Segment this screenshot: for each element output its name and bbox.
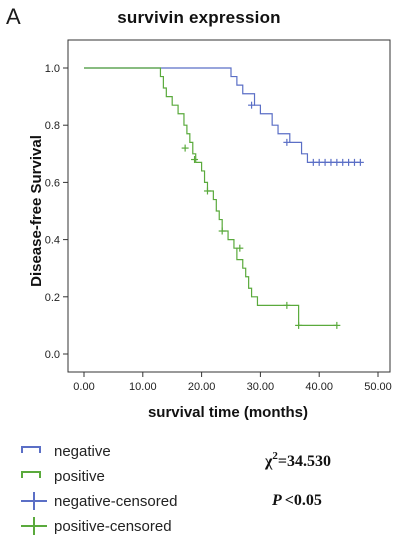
legend-item-negative-censored: negative-censored xyxy=(21,492,177,510)
legend-item-positive-censored: positive-censored xyxy=(21,517,172,535)
y-tick-label: 0.8 xyxy=(45,120,60,132)
negative-censor-mark xyxy=(356,158,364,166)
p-value-stat: P <0.05 xyxy=(271,492,322,509)
x-tick-label: 50.00 xyxy=(364,381,392,393)
y-axis-title: Disease-free Survival xyxy=(28,135,45,287)
positive-censor-mark xyxy=(283,301,291,309)
x-tick-label: 10.00 xyxy=(129,381,157,393)
legend: negative positive negative-censored positiv… xyxy=(21,443,177,535)
plot-frame xyxy=(67,39,391,373)
legend-label: negative-censored xyxy=(54,493,177,510)
positive-censor-mark xyxy=(181,144,189,152)
negative-censor-mark xyxy=(345,158,353,166)
negative-survival-line xyxy=(84,67,361,163)
negative-censor-mark xyxy=(321,158,329,166)
legend-swatch-step xyxy=(21,471,41,478)
x-tick-label: 20.00 xyxy=(188,381,216,393)
series-layer xyxy=(84,67,364,329)
legend-label: positive-censored xyxy=(54,518,172,535)
chi-symbol: χ xyxy=(264,453,273,470)
positive-survival-line xyxy=(84,67,337,326)
negative-censor-mark xyxy=(339,158,347,166)
chart-title: survivin expression xyxy=(117,8,281,27)
legend-swatch-step xyxy=(21,446,41,453)
positive-censor-mark xyxy=(218,227,226,235)
positive-censor-mark xyxy=(333,321,341,329)
x-tick-label: 30.00 xyxy=(247,381,275,393)
p-symbol: P xyxy=(271,492,282,509)
p-value: <0.05 xyxy=(285,492,322,509)
negative-censor-mark xyxy=(309,158,317,166)
negative-censor-mark xyxy=(248,101,256,109)
negative-censor-mark xyxy=(283,138,291,146)
negative-censor-mark xyxy=(327,158,335,166)
negative-censor-mark xyxy=(315,158,323,166)
y-tick-label: 0.4 xyxy=(45,235,60,247)
legend-item-negative: negative xyxy=(21,443,111,460)
panel-letter: A xyxy=(6,4,21,29)
x-tick-label: 40.00 xyxy=(305,381,333,393)
x-axis-title: survival time (months) xyxy=(148,404,308,421)
positive-censor-mark xyxy=(295,321,303,329)
positive-censor-mark xyxy=(191,156,199,164)
y-tick-label: 0.6 xyxy=(45,177,60,189)
negative-censor-mark xyxy=(333,158,341,166)
chi-exponent: 2 xyxy=(272,450,278,462)
legend-item-positive: positive xyxy=(21,468,105,485)
chi-value: =34.530 xyxy=(278,453,331,470)
chart-axes: 0.0 0.2 0.4 0.6 0.8 1.0 0.00 10.00 20.00 30.00 40.… xyxy=(45,39,392,393)
positive-censor-mark xyxy=(236,244,244,252)
legend-label: negative xyxy=(54,443,111,460)
chi-square-stat: χ2=34.530 xyxy=(264,450,331,470)
legend-label: positive xyxy=(54,468,105,485)
x-tick-label: 0.00 xyxy=(73,381,94,393)
y-tick-label: 1.0 xyxy=(45,63,60,75)
positive-censor-mark xyxy=(203,187,211,195)
negative-censor-mark xyxy=(350,158,358,166)
y-tick-label: 0.0 xyxy=(45,349,60,361)
y-tick-label: 0.2 xyxy=(45,292,60,304)
